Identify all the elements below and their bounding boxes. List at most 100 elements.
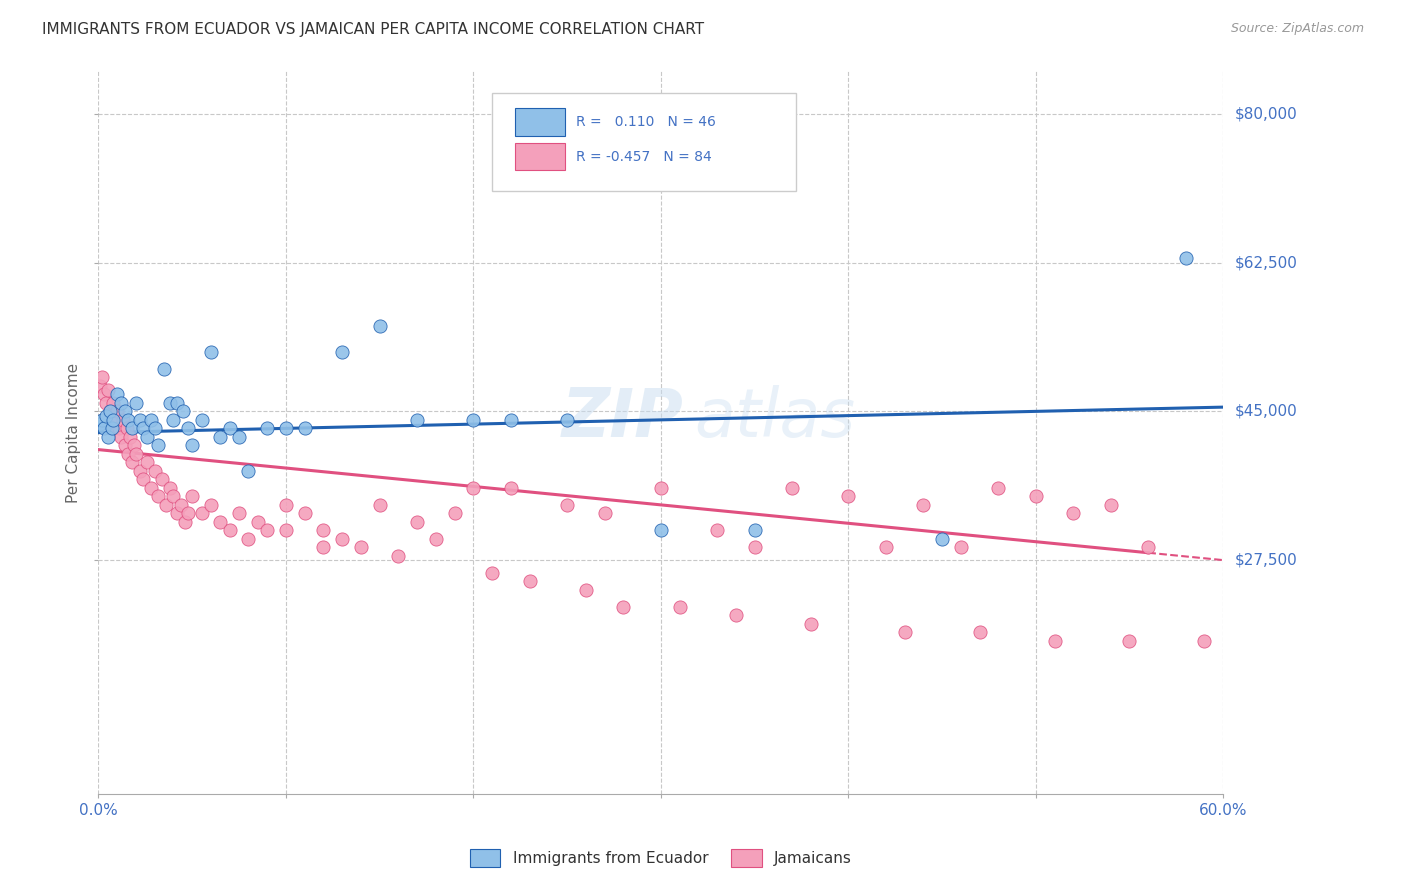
Point [128, 464, 150, 478]
Point [209, 430, 232, 444]
Point [148, 438, 170, 452]
Point [330, 532, 353, 546]
Point [190, 413, 212, 427]
Point [100, 421, 122, 435]
Text: R = -0.457   N = 84: R = -0.457 N = 84 [576, 150, 713, 163]
Point [98, 404, 121, 418]
Point [172, 404, 194, 418]
Point [780, 481, 803, 495]
Point [181, 438, 204, 452]
Point [912, 498, 935, 512]
Point [228, 430, 250, 444]
FancyBboxPatch shape [515, 108, 565, 136]
Point [1174, 252, 1197, 266]
Point [98, 404, 121, 418]
Point [94, 409, 117, 423]
Point [91, 370, 114, 384]
Point [246, 515, 269, 529]
Point [706, 524, 728, 538]
Point [114, 438, 136, 452]
Point [499, 481, 522, 495]
Point [463, 413, 485, 427]
Point [330, 344, 353, 359]
Point [555, 498, 578, 512]
Point [136, 455, 159, 469]
Point [650, 524, 672, 538]
Point [668, 599, 690, 614]
Point [136, 430, 159, 444]
Point [294, 421, 316, 435]
Text: $62,500: $62,500 [1234, 255, 1298, 270]
Point [256, 421, 278, 435]
Point [111, 413, 134, 427]
Point [132, 421, 155, 435]
Point [1194, 633, 1216, 648]
Point [463, 481, 485, 495]
Point [117, 413, 139, 427]
Point [969, 625, 991, 640]
Point [238, 464, 260, 478]
Point [125, 447, 148, 461]
Point [312, 524, 335, 538]
Point [94, 396, 117, 410]
Point [173, 515, 195, 529]
Point [108, 421, 131, 435]
Point [837, 489, 859, 503]
Point [481, 566, 503, 580]
Legend: Immigrants from Ecuador, Jamaicans: Immigrants from Ecuador, Jamaicans [464, 843, 858, 873]
Point [893, 625, 915, 640]
Point [121, 421, 143, 435]
Point [128, 413, 150, 427]
Point [931, 532, 953, 546]
Point [274, 498, 297, 512]
Point [166, 396, 188, 410]
Point [1062, 507, 1084, 521]
Point [406, 413, 429, 427]
Point [97, 383, 120, 397]
Point [143, 421, 166, 435]
Point [122, 438, 145, 452]
Point [105, 404, 128, 418]
Point [110, 430, 132, 444]
Point [800, 616, 823, 631]
Point [143, 464, 166, 478]
Point [139, 413, 162, 427]
Point [97, 430, 120, 444]
Point [650, 481, 672, 495]
Point [949, 541, 972, 555]
Point [612, 599, 634, 614]
Point [294, 507, 316, 521]
Point [125, 396, 148, 410]
Point [114, 404, 136, 418]
Point [425, 532, 447, 546]
Point [121, 455, 143, 469]
Point [987, 481, 1010, 495]
Point [91, 413, 114, 427]
Point [209, 515, 232, 529]
Text: Source: ZipAtlas.com: Source: ZipAtlas.com [1230, 22, 1364, 36]
Point [200, 498, 222, 512]
Point [256, 524, 278, 538]
Point [104, 413, 127, 427]
Point [312, 541, 335, 555]
Point [274, 421, 297, 435]
Point [218, 421, 240, 435]
Point [368, 319, 391, 334]
Point [1137, 541, 1160, 555]
Point [181, 489, 204, 503]
Text: $45,000: $45,000 [1234, 404, 1298, 419]
Point [148, 489, 170, 503]
Point [1099, 498, 1122, 512]
Point [875, 541, 897, 555]
Point [150, 472, 173, 486]
Point [162, 489, 184, 503]
Point [1025, 489, 1047, 503]
Point [115, 421, 138, 435]
Text: $80,000: $80,000 [1234, 106, 1298, 121]
Point [166, 507, 188, 521]
Point [443, 507, 465, 521]
Point [575, 582, 598, 597]
Point [177, 421, 200, 435]
Point [350, 541, 373, 555]
Text: ZIP: ZIP [561, 385, 683, 451]
